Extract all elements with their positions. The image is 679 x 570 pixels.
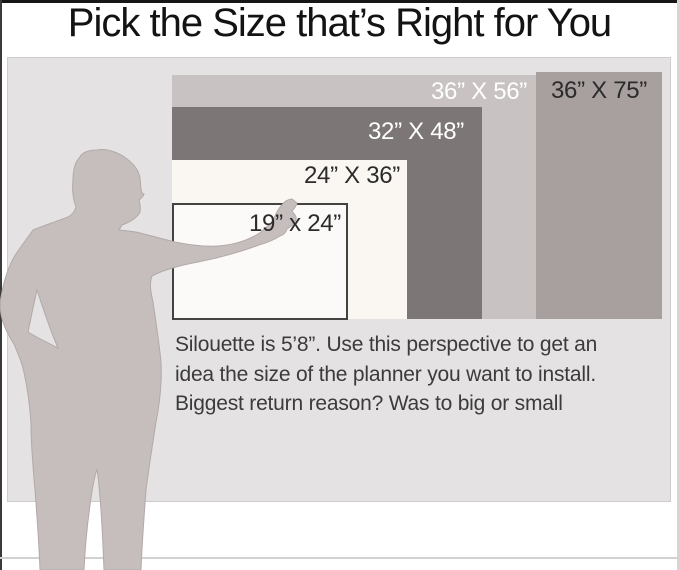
caption-line-3: Biggest return reason? Was to big or sma… <box>175 392 563 415</box>
size-label-24x36: 24” X 36” <box>303 162 400 189</box>
page-title: Pick the Size that’s Right for You <box>67 1 612 45</box>
person-silhouette-icon <box>0 149 298 570</box>
size-label-36x56: 36” X 56” <box>430 78 527 105</box>
frame-left-edge <box>0 0 2 570</box>
size-label-36x75: 36” X 75” <box>550 77 648 104</box>
caption-line-1: Silouette is 5’8”. Use this perspective … <box>175 333 598 356</box>
caption-line-2: idea the size of the planner you want to… <box>175 362 596 386</box>
frame-bottom-edge <box>0 557 679 559</box>
frame-top-edge <box>0 0 679 3</box>
frame-right-edge <box>677 0 679 570</box>
caption: Silouette is 5’8”. Use this perspective … <box>175 330 597 419</box>
size-option-36x75: 36” X 75” <box>536 72 662 319</box>
size-label-32x48: 32” X 48” <box>367 118 464 145</box>
size-label-19x24: 19” x 24” <box>248 210 341 237</box>
